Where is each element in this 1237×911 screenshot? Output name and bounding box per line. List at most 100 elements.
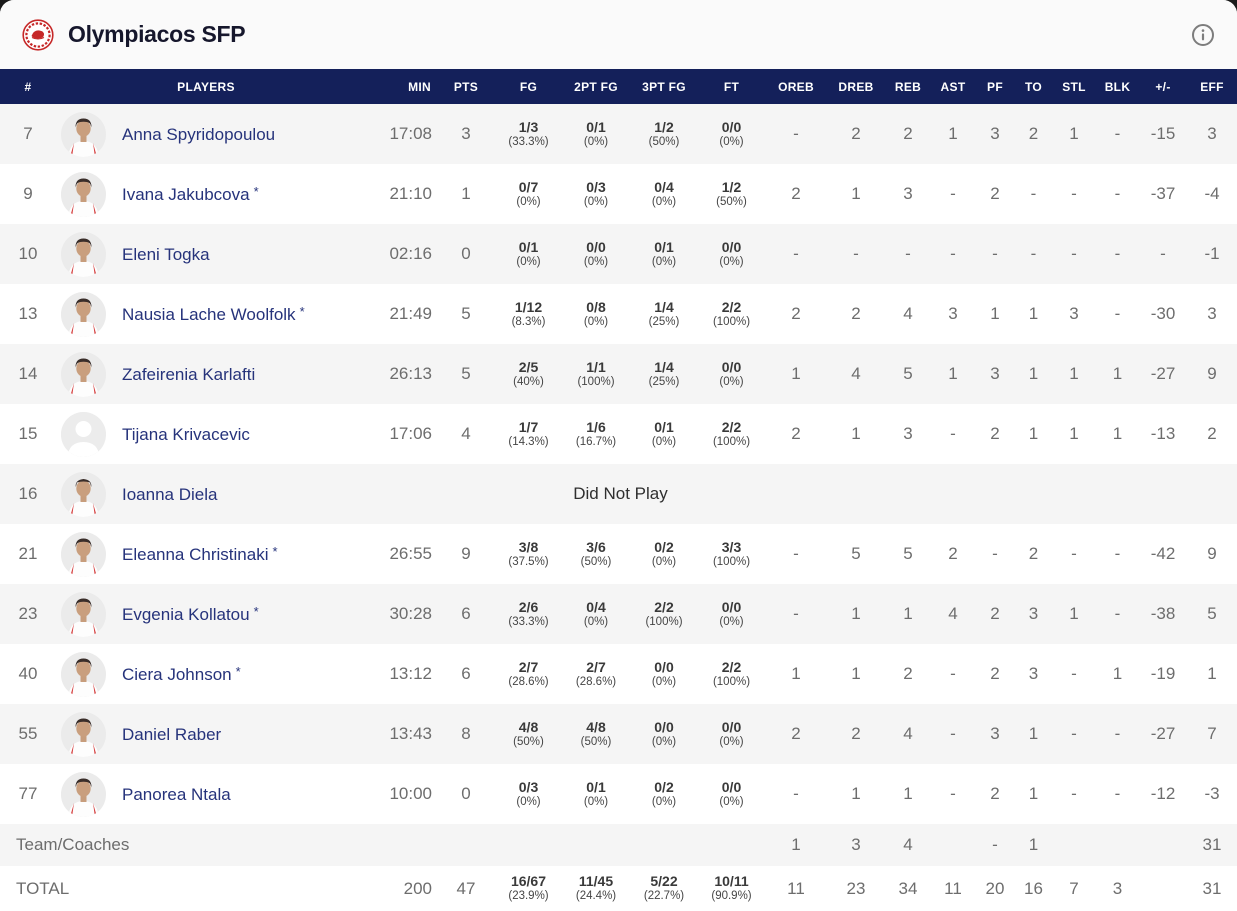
total-fg: 16/67 (23.9%) — [508, 873, 549, 903]
team-header: Olympiacos SFP — [0, 0, 1237, 69]
col-ast: AST — [940, 79, 966, 94]
player-row: 7 Anna Spyridopoulou — [0, 104, 1237, 164]
player-row: 9 Ivana Jakubcova * — [0, 164, 1237, 224]
stat-min: 21:10 — [389, 184, 432, 203]
stat-reb: 5 — [903, 364, 913, 383]
team-dreb: 3 — [851, 835, 861, 854]
stat-2ptfg: 0/4 (0%) — [583, 598, 609, 628]
player-avatar — [60, 111, 106, 157]
player-name[interactable]: Nausia Lache Woolfolk — [122, 304, 296, 324]
stat-oreb: - — [793, 124, 799, 143]
jersey-number: 10 — [18, 244, 38, 263]
stat-pts: 0 — [461, 784, 471, 803]
stat-pts: 6 — [461, 604, 471, 623]
stat-ast: 1 — [948, 124, 958, 143]
player-avatar — [60, 771, 106, 817]
stat-oreb: 2 — [791, 304, 801, 323]
col-pts: PTS — [453, 79, 479, 94]
stat-to: 1 — [1028, 424, 1039, 443]
info-icon[interactable] — [1191, 23, 1215, 47]
player-name[interactable]: Zafeirenia Karlafti — [122, 364, 256, 384]
stat-2ptfg: 0/3 (0%) — [583, 178, 609, 208]
col-number: # — [24, 79, 32, 94]
stat-reb: 1 — [903, 784, 913, 803]
player-avatar — [60, 591, 106, 637]
stat-blk: - — [1114, 244, 1121, 263]
col-fg: FG — [519, 79, 538, 94]
stat-stl: 1 — [1069, 424, 1079, 443]
player-name[interactable]: Anna Spyridopoulou — [122, 124, 276, 144]
stat-stl: - — [1071, 244, 1077, 263]
stat-oreb: 2 — [791, 724, 801, 743]
jersey-number: 16 — [18, 484, 38, 503]
stat-to: 3 — [1028, 604, 1039, 623]
player-name[interactable]: Evgenia Kollatou — [122, 604, 250, 624]
olympiacos-logo-icon — [22, 18, 54, 51]
stat-reb: 2 — [903, 124, 913, 143]
stat-oreb: 1 — [791, 664, 801, 683]
total-ast: 11 — [944, 878, 962, 898]
stat-fg: 2/5 (40%) — [513, 358, 544, 388]
stat-stl: - — [1071, 664, 1077, 683]
player-name[interactable]: Ciera Johnson — [122, 664, 232, 684]
stat-pf: 2 — [990, 424, 1000, 443]
col-dreb: DREB — [838, 79, 874, 94]
stat-stl: 1 — [1069, 604, 1079, 623]
stat-oreb: - — [793, 784, 799, 803]
stat-stl: - — [1071, 184, 1077, 203]
stat-pf: 3 — [990, 724, 1000, 743]
jersey-number: 40 — [18, 664, 38, 683]
stat-min: 17:08 — [389, 124, 432, 143]
team-reb: 4 — [903, 835, 913, 854]
stat-2ptfg: 0/1 (0%) — [583, 778, 609, 808]
stat-fg: 1/3 (33.3%) — [508, 118, 549, 148]
player-name[interactable]: Panorea Ntala — [122, 784, 231, 804]
stat-blk: - — [1114, 184, 1121, 203]
player-row: 14 Zafeirenia Karlafti — [0, 344, 1237, 404]
stat-dreb: 2 — [851, 724, 861, 743]
stat-3ptfg: 0/1 (0%) — [651, 418, 677, 448]
player-name[interactable]: Daniel Raber — [122, 724, 222, 744]
stat-3ptfg: 0/0 (0%) — [651, 658, 677, 688]
stat-pts: 5 — [461, 304, 471, 323]
stat-stl: 3 — [1069, 304, 1079, 323]
stat-dreb: - — [853, 244, 859, 263]
stat-ft: 0/0 (0%) — [719, 718, 744, 748]
stat-ast: - — [950, 244, 956, 263]
stat-pts: 0 — [461, 244, 471, 263]
stat-reb: 1 — [903, 604, 913, 623]
stat-ast: - — [950, 724, 956, 743]
player-name[interactable]: Ivana Jakubcova — [122, 184, 250, 204]
team-eff: 31 — [1202, 835, 1222, 854]
stat-to: - — [1030, 184, 1037, 203]
player-name[interactable]: Eleanna Christinaki — [122, 544, 269, 564]
stat-eff: -3 — [1204, 784, 1220, 803]
col-oreb: OREB — [778, 79, 814, 94]
jersey-number: 13 — [18, 304, 38, 323]
player-name[interactable]: Ioanna Diela — [122, 484, 218, 504]
player-name[interactable]: Tijana Krivacevic — [122, 424, 250, 444]
stat-ft: 2/2 (100%) — [712, 298, 751, 328]
stat-oreb: - — [793, 604, 799, 623]
stat-to: 1 — [1028, 364, 1039, 383]
stat-ast: 4 — [948, 604, 958, 623]
stat-min: 13:43 — [389, 724, 432, 743]
stat-pf: - — [992, 544, 998, 563]
stat-eff: -4 — [1204, 184, 1220, 203]
stat-to: 2 — [1028, 544, 1039, 563]
team-coaches-label: Team/Coaches — [16, 835, 130, 854]
stat-blk: - — [1114, 544, 1121, 563]
player-name[interactable]: Eleni Togka — [122, 244, 210, 264]
stat-plusminus: -15 — [1150, 124, 1176, 143]
stat-fg: 2/6 (33.3%) — [508, 598, 549, 628]
stat-min: 17:06 — [389, 424, 432, 443]
total-pf: 20 — [985, 878, 1005, 898]
stat-pts: 9 — [461, 544, 471, 563]
player-avatar — [60, 471, 106, 517]
team-title: Olympiacos SFP — [68, 21, 246, 47]
stat-eff: 9 — [1207, 364, 1217, 383]
player-avatar — [60, 411, 106, 457]
stat-dreb: 1 — [851, 664, 861, 683]
stat-dreb: 1 — [851, 184, 861, 203]
